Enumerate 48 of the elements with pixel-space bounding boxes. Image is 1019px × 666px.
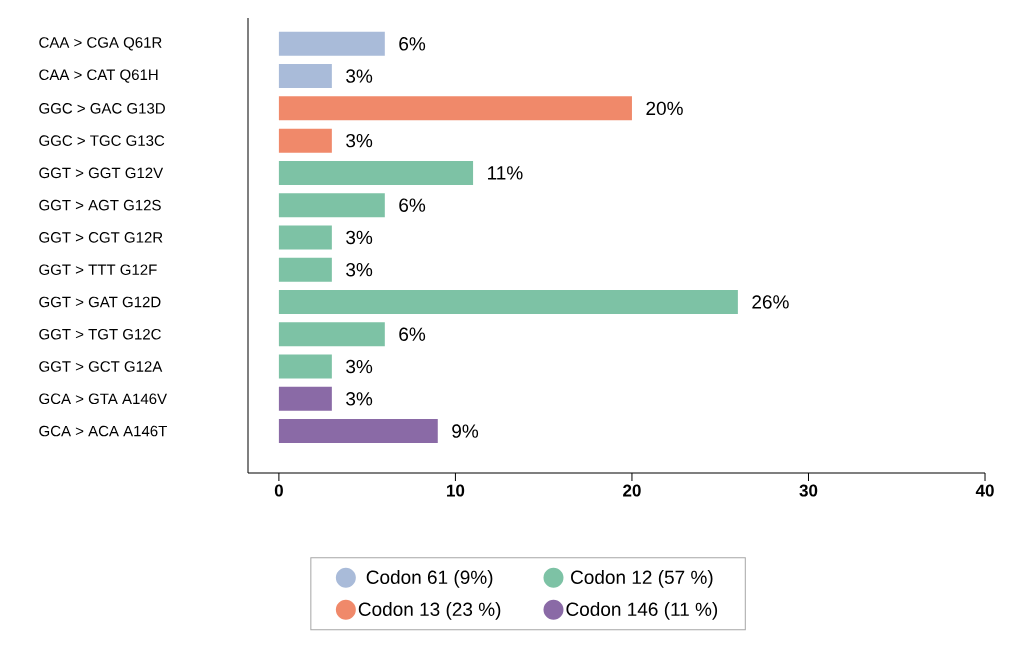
data-label: 3% bbox=[346, 359, 373, 374]
x-tick-label: 20 bbox=[623, 484, 641, 497]
data-label: 3% bbox=[346, 69, 373, 83]
data-label: 26% bbox=[752, 295, 789, 309]
data-label: 6% bbox=[399, 327, 426, 341]
data-label: 20% bbox=[646, 101, 683, 116]
y-tick-label: GGC > TGC G13C bbox=[39, 135, 165, 146]
y-tick-label: GGT > GAT G12D bbox=[39, 296, 161, 308]
legend-label: Codon 12 (57 %) bbox=[571, 570, 713, 588]
bar bbox=[278, 354, 332, 379]
bar bbox=[278, 225, 332, 250]
bar bbox=[278, 128, 332, 153]
y-tick-label: GGT > AGT G12S bbox=[39, 199, 161, 211]
y-tick-label: GGT > TGT G12C bbox=[39, 328, 161, 340]
legend-label: Codon 13 (23 %) bbox=[358, 602, 501, 620]
y-tick-label: GGT > GGT G12V bbox=[39, 167, 164, 179]
y-tick-label: CAA > CAT Q61H bbox=[39, 69, 158, 83]
y-tick-label: GCA > GTA A146V bbox=[39, 393, 167, 405]
legend-label: Codon 61 (9%) bbox=[366, 570, 493, 588]
y-tick-label: GGT > GCT G12A bbox=[39, 361, 163, 372]
bar bbox=[278, 322, 385, 347]
data-label: 3% bbox=[346, 133, 373, 148]
bar bbox=[278, 31, 385, 56]
bar bbox=[278, 96, 632, 121]
data-label: 3% bbox=[346, 262, 373, 277]
y-tick-label: CAA > CGA Q61R bbox=[39, 37, 162, 51]
data-label: 6% bbox=[399, 37, 426, 51]
y-tick-label: GGT > CGT G12R bbox=[39, 232, 163, 243]
y-tick-label: GGT > TTT G12F bbox=[39, 264, 157, 276]
y-tick-label: GGC > GAC G13D bbox=[39, 103, 165, 114]
legend-label: Codon 146 (11 %) bbox=[566, 602, 718, 620]
data-label: 11% bbox=[488, 166, 523, 180]
y-tick-label: GCA > ACA A146T bbox=[39, 425, 167, 437]
x-tick-label: 0 bbox=[274, 484, 283, 497]
data-label: 6% bbox=[399, 198, 426, 212]
x-tick-label: 40 bbox=[975, 484, 994, 497]
bar bbox=[278, 64, 332, 89]
data-label: 9% bbox=[452, 424, 479, 438]
bar bbox=[278, 386, 332, 411]
x-tick-label: 10 bbox=[447, 484, 465, 497]
data-label: 3% bbox=[346, 392, 373, 406]
bar bbox=[278, 289, 738, 314]
x-tick-label: 30 bbox=[799, 484, 818, 497]
data-label: 3% bbox=[346, 230, 373, 245]
bar bbox=[278, 257, 332, 282]
bar bbox=[278, 419, 438, 444]
bar bbox=[278, 160, 474, 185]
bar bbox=[278, 193, 385, 218]
